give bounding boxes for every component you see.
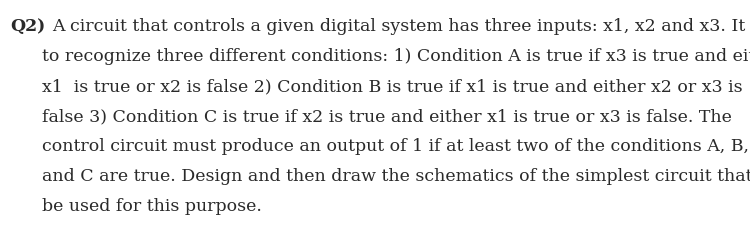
Text: control circuit must produce an output of 1 if at least two of the conditions A,: control circuit must produce an output o… bbox=[42, 138, 749, 155]
Text: to recognize three different conditions: 1) Condition A is true if x3 is true an: to recognize three different conditions:… bbox=[42, 48, 750, 65]
Text: be used for this purpose.: be used for this purpose. bbox=[42, 198, 262, 215]
Text: A circuit that controls a given digital system has three inputs: x1, x2 and x3. : A circuit that controls a given digital … bbox=[52, 18, 750, 35]
Text: and C are true. Design and then draw the schematics of the simplest circuit that: and C are true. Design and then draw the… bbox=[42, 168, 750, 185]
Text: Q2): Q2) bbox=[10, 18, 45, 35]
Text: false 3) Condition C is true if x2 is true and either x1 is true or x3 is false.: false 3) Condition C is true if x2 is tr… bbox=[42, 108, 732, 125]
Text: x1  is true or x2 is false 2) Condition B is true if x1 is true and either x2 or: x1 is true or x2 is false 2) Condition B… bbox=[42, 78, 742, 95]
